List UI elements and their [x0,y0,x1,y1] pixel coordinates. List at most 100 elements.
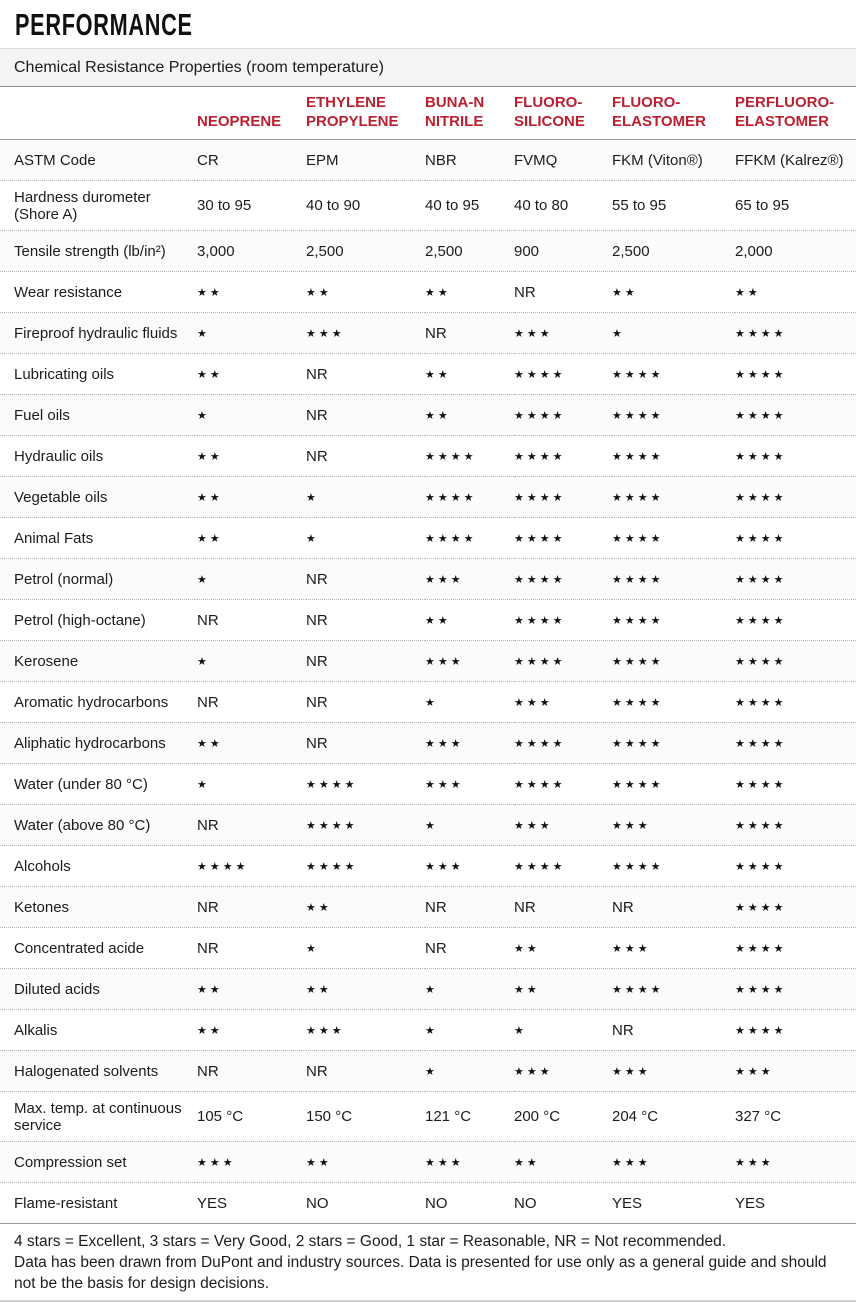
cell-value: ★★★★ [612,968,735,1010]
cell-value: ★ [306,927,425,969]
stars-rating: ★★★★ [735,491,787,504]
title-bar: PERFORMANCE [0,0,856,48]
cell-value: ★★ [612,271,735,313]
stars-rating: ★★★★ [735,819,787,832]
stars-rating: ★★★ [612,1156,651,1169]
column-header: ETHYLENE PROPYLENE [306,87,425,140]
cell-value: ★★ [197,968,306,1010]
stars-rating: ★ [197,655,210,668]
cell-value: ★ [197,763,306,805]
column-header: NEOPRENE [197,87,306,140]
table-header: NEOPRENE ETHYLENE PROPYLENE BUNA-N NITRILE… [0,87,856,140]
cell-value: ★★★★ [735,517,856,559]
cell-value: ★★ [197,1009,306,1051]
row-label: Tensile strength (lb/in²) [0,230,197,272]
cell-value: NR [425,312,514,354]
cell-value: ★★★★ [735,312,856,354]
cell-value: ★★★★ [514,353,612,395]
cell-value: NR [425,927,514,969]
table-row: Wear resistance ★★ ★★ ★★ NR ★★ ★★ [0,271,856,313]
cell-value: ★★★★ [306,845,425,887]
row-label: ASTM Code [14,151,96,169]
stars-rating: ★★★★ [306,860,358,873]
cell-value: ★★ [306,886,425,928]
row-label: Max. temp. at continuous service [0,1091,197,1142]
cell-value: ★★★★ [612,558,735,600]
table-row: Halogenated solvents NR NR ★ ★★★ ★★★ ★★★ [0,1050,856,1092]
cell-value: ★ [197,312,306,354]
cell-value: ★★★★ [735,763,856,805]
table-row: Hydraulic oils ★★ NR ★★★★ ★★★★ ★★★★ ★★★★ [0,435,856,477]
row-label: Alkalis [0,1009,197,1051]
cell-value: ★★★★ [425,435,514,477]
stars-rating: ★★★★ [425,450,477,463]
cell-value: ★★★ [197,1141,306,1183]
column-header: BUNA-N NITRILE [425,87,514,140]
cell-value: ★★★★ [612,394,735,436]
cell-value: ★★★★ [612,353,735,395]
row-label: Water (under 80 °C) [0,763,197,805]
cell-value: ★★★★ [735,394,856,436]
data-disclaimer: Data has been drawn from DuPont and indu… [14,1254,827,1292]
stars-rating: ★★★★ [514,778,566,791]
row-label: Petrol (high-octane) [0,599,197,641]
stars-rating: ★★★★ [735,860,787,873]
cell-value: ★★ [197,435,306,477]
cell-value: 200 °C [514,1091,612,1142]
row-label: Fuel oils [0,394,197,436]
stars-rating: ★★★ [425,860,464,873]
cell-value: ★ [425,804,514,846]
cell-value: ★★★★ [612,517,735,559]
stars-rating: ★★★★ [306,819,358,832]
cell-value: ★★★★ [735,804,856,846]
cell-value: ★★ [197,271,306,313]
cell-value: ★★★★ [735,476,856,518]
stars-rating: ★★ [306,983,332,996]
stars-rating: ★ [425,1024,438,1037]
cell-value: ★★★★ [306,763,425,805]
cell-value: ★★★★ [514,517,612,559]
stars-rating: ★★★ [306,327,345,340]
stars-rating: ★★★★ [514,573,566,586]
cell-value: NR [306,1050,425,1092]
subtitle-bar: Chemical Resistance Properties (room tem… [0,48,856,87]
cell-value: ★★★ [425,722,514,764]
stars-rating: ★★★★ [514,614,566,627]
cell-value: ★★★★ [514,640,612,682]
row-label: Aromatic hydrocarbons [0,681,197,723]
subtitle-text: Chemical Resistance Properties (room tem… [14,58,384,76]
column-header: FLUORO-ELASTOMER [612,87,735,140]
stars-rating: ★★★★ [612,614,664,627]
stars-rating: ★★★ [425,1156,464,1169]
cell-value: NR [306,599,425,641]
row-label: Ketones [0,886,197,928]
stars-rating: ★★★ [514,1065,553,1078]
stars-rating: ★★★★ [735,655,787,668]
stars-rating: ★ [425,1065,438,1078]
stars-rating: ★★ [197,450,223,463]
stars-rating: ★★★★ [612,983,664,996]
cell-value: ★★ [197,476,306,518]
cell-value: 65 to 95 [735,180,856,231]
stars-rating: ★★★★ [612,409,664,422]
cell-value: 105 °C [197,1091,306,1142]
stars-rating: ★★★★ [735,327,787,340]
star-legend: 4 stars = Excellent, 3 stars = Very Good… [14,1233,727,1250]
cell-value: NR [306,558,425,600]
stars-rating: ★★★ [197,1156,236,1169]
cell-value: ★★★★ [735,845,856,887]
cell-value: NR [306,353,425,395]
stars-rating: ★★★★ [735,409,787,422]
stars-rating: ★★★★ [197,860,249,873]
cell-value: ★ [425,968,514,1010]
cell-value: ★★★ [306,1009,425,1051]
stars-rating: ★★★★ [612,778,664,791]
table-row: Flame-resistant YES NO NO NO YES YES [0,1182,856,1223]
cell-value: YES [735,1182,856,1223]
cell-value: NR [306,394,425,436]
stars-rating: ★★★ [735,1065,774,1078]
stars-rating: ★★★★ [514,491,566,504]
table-row: Petrol (normal) ★ NR ★★★ ★★★★ ★★★★ ★★★★ [0,558,856,600]
table-row: Vegetable oils ★★ ★ ★★★★ ★★★★ ★★★★ ★★★★ [0,476,856,518]
